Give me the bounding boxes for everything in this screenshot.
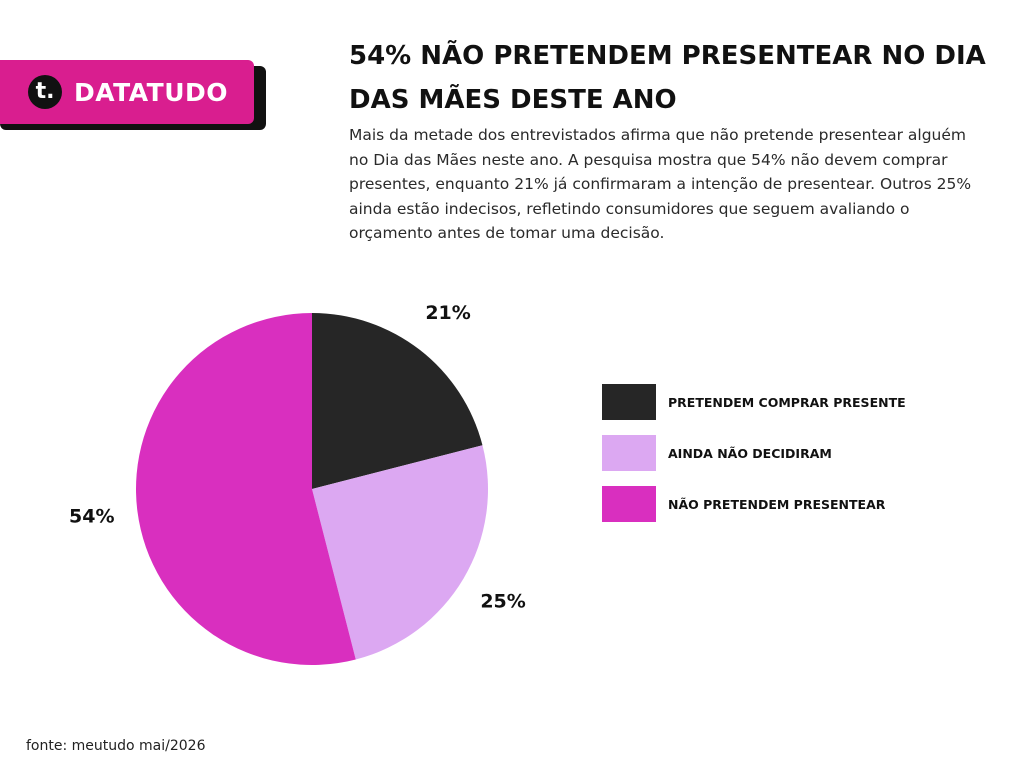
legend-item: AINDA NÃO DECIDIRAM [602,435,962,471]
legend-swatch [602,435,656,471]
chart-description: Mais da metade dos entrevistados afirma … [349,126,972,242]
brand-badge: t. DATATUDO [0,60,266,130]
pie-slice [312,313,483,489]
pie-slices [136,313,488,665]
source-note: fonte: meutudo mai/2026 [26,738,206,754]
brand-name: DATATUDO [74,77,229,107]
legend-label: NÃO PRETENDEM PRESENTEAR [668,496,886,512]
pie-slice [136,313,356,665]
pie-slice-label: 54% [69,505,114,527]
pie-labels: 21% 25% 54% [69,302,526,612]
legend-label: AINDA NÃO DECIDIRAM [668,445,832,461]
legend-item: PRETENDEM COMPRAR PRESENTE [602,384,962,420]
chart-legend: PRETENDEM COMPRAR PRESENTE AINDA NÃO DEC… [602,384,962,537]
legend-swatch [602,384,656,420]
brand-logo-icon: t. [28,75,62,109]
legend-swatch [602,486,656,522]
legend-item: NÃO PRETENDEM PRESENTEAR [602,486,962,522]
chart-title: 54% NÃO PRETENDEM PRESENTEAR NO DIA DAS … [349,41,986,115]
pie-slice [312,445,488,660]
pie-slice-label: 21% [425,302,470,324]
brand-badge-body: t. DATATUDO [0,60,254,124]
legend-label: PRETENDEM COMPRAR PRESENTE [668,394,906,410]
pie-slice-label: 25% [480,591,525,613]
